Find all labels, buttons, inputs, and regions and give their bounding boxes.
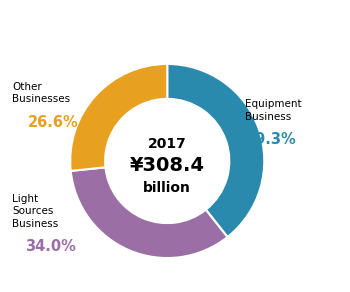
Text: ¥308.4: ¥308.4 xyxy=(130,156,205,175)
Text: BREAKDOWN OF TOTAL ASSETS: BREAKDOWN OF TOTAL ASSETS xyxy=(57,8,293,22)
Wedge shape xyxy=(71,167,228,258)
Wedge shape xyxy=(70,64,167,171)
Text: 34.0%: 34.0% xyxy=(25,239,76,254)
Text: Light
Sources
Business: Light Sources Business xyxy=(12,194,58,229)
Text: 2017: 2017 xyxy=(148,137,187,151)
Text: Equipment
Business: Equipment Business xyxy=(245,99,301,122)
Text: 26.6%: 26.6% xyxy=(28,115,78,130)
Wedge shape xyxy=(167,64,264,237)
Text: 39.3%: 39.3% xyxy=(245,132,296,147)
Text: Other
Businesses: Other Businesses xyxy=(12,82,70,104)
Text: billion: billion xyxy=(143,181,191,195)
